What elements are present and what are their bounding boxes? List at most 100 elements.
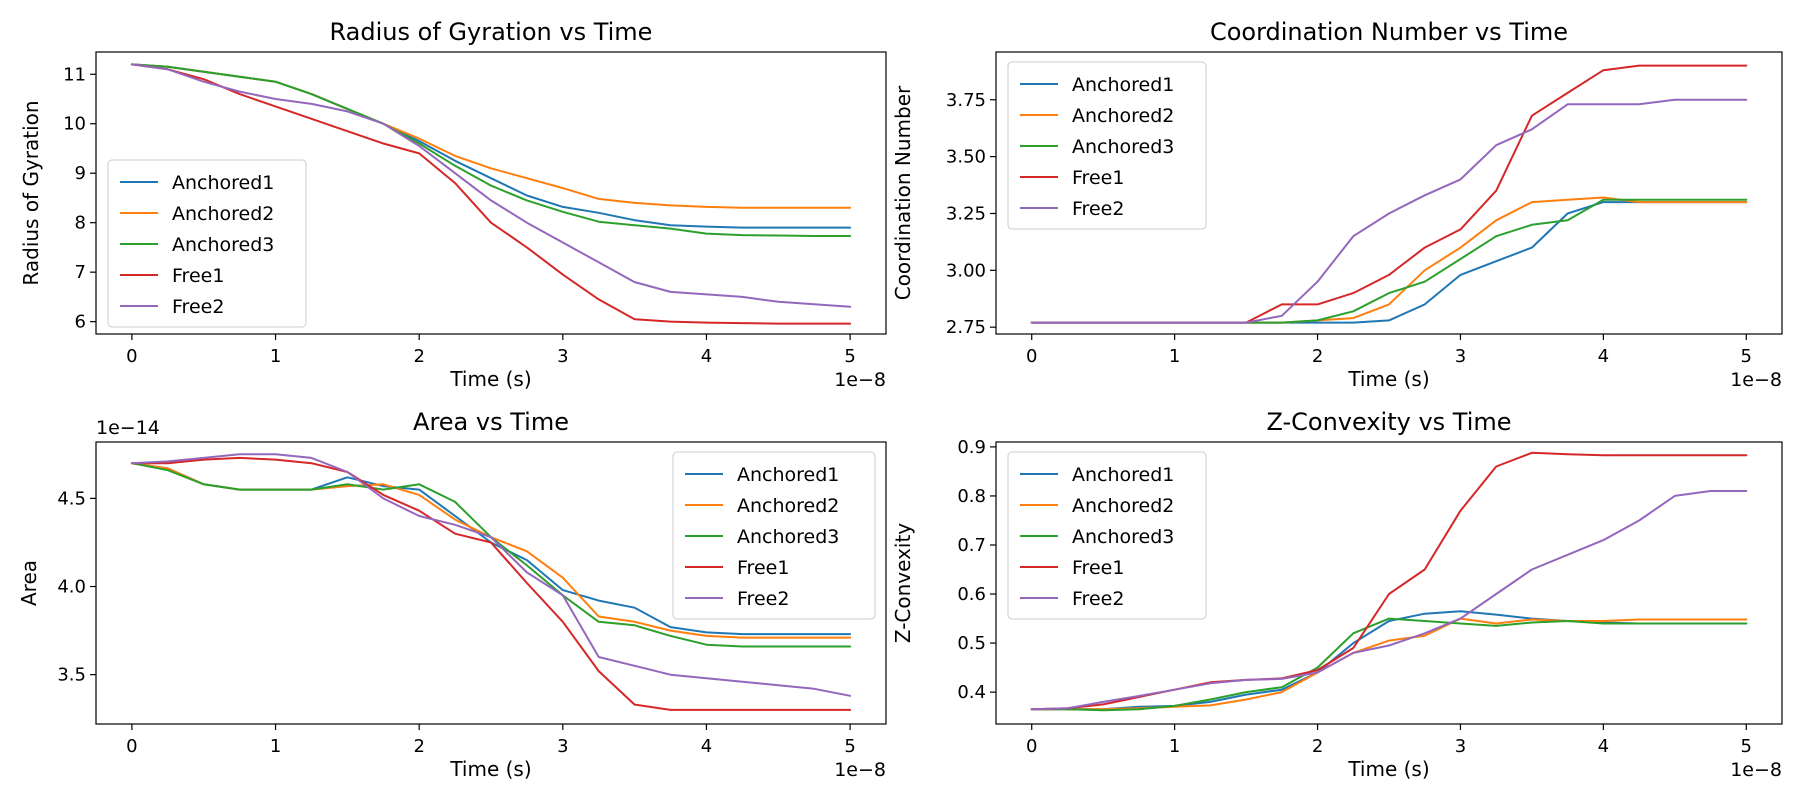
y-axis-label: Coordination Number (891, 85, 915, 300)
y-tick-label: 6 (75, 312, 86, 333)
legend-label-anchored2: Anchored2 (737, 495, 839, 517)
y-tick-label: 3.25 (946, 203, 986, 224)
y-axis-label: Radius of Gyration (19, 100, 43, 285)
x-tick-label: 3 (557, 346, 568, 367)
legend-label-anchored2: Anchored2 (1072, 495, 1174, 517)
x-tick-label: 3 (1455, 346, 1466, 367)
x-tick-label: 5 (844, 736, 855, 757)
y-tick-label: 4.0 (57, 577, 86, 598)
plot-frame (995, 441, 1783, 725)
legend-label-anchored3: Anchored3 (1072, 136, 1174, 158)
legend-box (107, 159, 307, 328)
plot-frame (995, 51, 1783, 335)
x-tick-label: 4 (701, 346, 712, 367)
legend-label-free2: Free2 (737, 588, 789, 610)
legend-label-anchored1: Anchored1 (1072, 464, 1174, 486)
y-tick-label: 3.5 (57, 665, 86, 686)
y-tick-label: 0.6 (957, 584, 986, 605)
legend-box (672, 451, 876, 620)
series-line-free1 (130, 63, 852, 325)
y-tick-label: 0.5 (957, 633, 986, 654)
x-tick-label: 2 (413, 346, 424, 367)
x-tick-label: 5 (1741, 736, 1752, 757)
x-tick-label: 1 (1169, 346, 1180, 367)
legend: Anchored1 Anchored2 Anchored3 Free1 Free2 (107, 159, 307, 328)
y-tick-label: 8 (75, 213, 86, 234)
x-offset-label: 1e−8 (1730, 759, 1782, 781)
series-line-free2 (1030, 98, 1748, 324)
y-tick-label: 3.00 (946, 260, 986, 281)
x-tick-label: 2 (413, 736, 424, 757)
x-axis-label: Time (s) (1347, 367, 1429, 391)
legend-label-anchored3: Anchored3 (1072, 526, 1174, 548)
x-tick-label: 0 (126, 346, 137, 367)
legend-label-anchored2: Anchored2 (172, 203, 274, 225)
x-tick-label: 0 (1026, 736, 1037, 757)
legend-label-free2: Free2 (1072, 198, 1124, 220)
x-tick-label: 3 (1455, 736, 1466, 757)
legend-label-anchored1: Anchored1 (172, 172, 274, 194)
legend-label-free1: Free1 (1072, 557, 1124, 579)
x-tick-label: 2 (1312, 736, 1323, 757)
x-tick-label: 1 (270, 736, 281, 757)
legend-label-free1: Free1 (737, 557, 789, 579)
chart-title: Z-Convexity vs Time (1266, 408, 1511, 436)
legend-label-free2: Free2 (172, 296, 224, 318)
x-offset-label: 1e−8 (1730, 369, 1782, 391)
series-line-free2 (1030, 490, 1748, 711)
legend-label-anchored3: Anchored3 (172, 234, 274, 256)
x-tick-label: 4 (1598, 736, 1609, 757)
x-tick-label: 1 (1169, 736, 1180, 757)
chart-panel-4: 0 1 2 3 4 5 0.4 0.5 0.6 0.7 0.8 0.9 Z-Convexity vs T… (891, 408, 1783, 781)
x-axis-label: Time (s) (1347, 757, 1429, 781)
x-tick-label: 0 (126, 736, 137, 757)
x-tick-label: 5 (844, 346, 855, 367)
x-tick-label: 4 (701, 736, 712, 757)
y-tick-label: 0.4 (957, 682, 986, 703)
y-tick-label: 7 (75, 262, 86, 283)
legend-box (1007, 61, 1207, 230)
x-offset-label: 1e−8 (834, 759, 886, 781)
legend: Anchored1 Anchored2 Anchored3 Free1 Free2 (672, 451, 876, 620)
y-axis-label: Z-Convexity (891, 523, 915, 643)
y-tick-label: 10 (63, 114, 86, 135)
series-line-anchored3 (1030, 198, 1748, 324)
x-tick-label: 5 (1741, 346, 1752, 367)
legend-label-free2: Free2 (1072, 588, 1124, 610)
chart-panel-1: 0 1 2 3 4 5 6 7 8 9 10 11 Radius of Gyration vs Time… (19, 18, 887, 391)
legend-label-free1: Free1 (172, 265, 224, 287)
legend-label-anchored1: Anchored1 (737, 464, 839, 486)
y-tick-label: 3.50 (946, 147, 986, 168)
y-tick-label: 2.75 (946, 317, 986, 338)
x-offset-label: 1e−8 (834, 369, 886, 391)
series-line-free1 (130, 456, 852, 711)
y-tick-label: 0.7 (957, 535, 986, 556)
legend-box (1007, 451, 1207, 620)
plot-frame (95, 51, 887, 335)
x-axis-label: Time (s) (449, 367, 531, 391)
legend: Anchored1 Anchored2 Anchored3 Free1 Free2 (1007, 451, 1207, 620)
legend-label-anchored3: Anchored3 (737, 526, 839, 548)
plot-frame (95, 441, 887, 725)
legend-label-anchored2: Anchored2 (1072, 105, 1174, 127)
chart-title: Radius of Gyration vs Time (330, 18, 653, 46)
x-axis-label: Time (s) (449, 757, 531, 781)
chart-title: Coordination Number vs Time (1210, 18, 1568, 46)
chart-title: Area vs Time (413, 408, 569, 436)
y-offset-label: 1e−14 (96, 417, 160, 439)
series-line-free2 (130, 453, 852, 697)
y-tick-label: 11 (63, 64, 86, 85)
x-tick-label: 2 (1312, 346, 1323, 367)
x-tick-label: 1 (270, 346, 281, 367)
y-axis-label: Area (17, 560, 41, 606)
chart-panel-3: 0 1 2 3 4 5 3.5 4.0 4.5 Area vs Time Time (s) Area 1… (17, 408, 887, 781)
series-line-anchored1 (1030, 610, 1748, 711)
y-tick-label: 4.5 (57, 488, 86, 509)
y-tick-label: 0.9 (957, 437, 986, 458)
x-tick-label: 4 (1598, 346, 1609, 367)
legend-label-free1: Free1 (1072, 167, 1124, 189)
legend-label-anchored1: Anchored1 (1072, 74, 1174, 96)
legend: Anchored1 Anchored2 Anchored3 Free1 Free2 (1007, 61, 1207, 230)
series-line-free2 (130, 63, 852, 308)
